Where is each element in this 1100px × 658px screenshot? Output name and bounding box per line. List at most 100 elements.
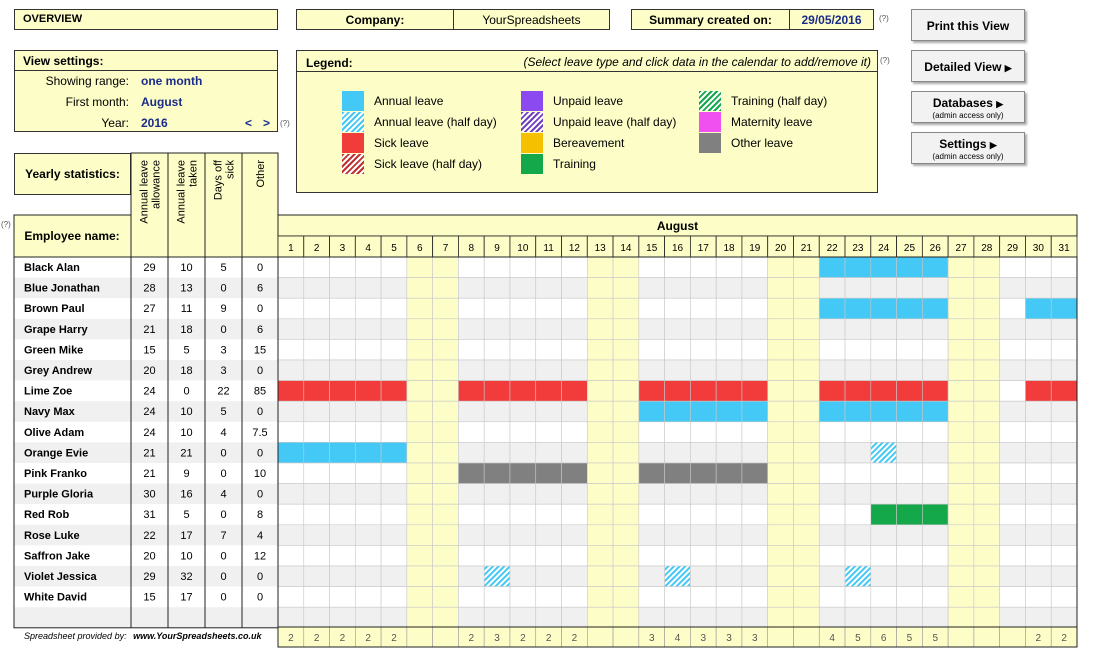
calendar-day-cell[interactable] bbox=[767, 483, 794, 505]
calendar-day-cell[interactable] bbox=[1050, 503, 1078, 526]
calendar-day-cell[interactable] bbox=[638, 524, 665, 546]
calendar-day-cell[interactable] bbox=[561, 545, 588, 567]
calendar-day-cell[interactable] bbox=[715, 462, 743, 484]
calendar-day-cell[interactable] bbox=[483, 380, 511, 402]
calendar-day-cell[interactable] bbox=[380, 462, 408, 484]
calendar-day-cell[interactable] bbox=[741, 421, 769, 443]
calendar-day-cell[interactable] bbox=[406, 339, 433, 361]
calendar-day-cell[interactable] bbox=[277, 483, 305, 505]
calendar-day-cell[interactable] bbox=[380, 606, 408, 629]
legend-swatch-annual-leave[interactable] bbox=[342, 91, 364, 111]
calendar-day-cell[interactable] bbox=[664, 421, 691, 443]
calendar-day-cell[interactable] bbox=[947, 380, 975, 402]
calendar-day-cell[interactable] bbox=[896, 606, 923, 629]
calendar-day-cell[interactable] bbox=[844, 256, 872, 278]
calendar-day-cell[interactable] bbox=[741, 400, 769, 423]
calendar-day-cell[interactable] bbox=[947, 256, 975, 278]
calendar-day-cell[interactable] bbox=[638, 421, 665, 443]
calendar-day-cell[interactable] bbox=[741, 256, 769, 278]
calendar-day-cell[interactable] bbox=[535, 256, 562, 278]
calendar-day-cell[interactable] bbox=[458, 483, 485, 505]
calendar-day-cell[interactable] bbox=[1025, 400, 1052, 423]
calendar-day-cell[interactable] bbox=[690, 606, 717, 629]
calendar-day-cell[interactable] bbox=[741, 359, 769, 381]
calendar-day-cell[interactable] bbox=[715, 277, 743, 299]
calendar-day-cell[interactable] bbox=[638, 400, 665, 423]
calendar-day-cell[interactable] bbox=[999, 586, 1026, 608]
calendar-day-cell[interactable] bbox=[1050, 421, 1078, 443]
calendar-day-cell[interactable] bbox=[1050, 380, 1078, 402]
calendar-day-cell[interactable] bbox=[432, 462, 459, 484]
calendar-day-cell[interactable] bbox=[1025, 565, 1052, 587]
calendar-day-cell[interactable] bbox=[535, 400, 562, 423]
calendar-day-cell[interactable] bbox=[793, 606, 820, 629]
calendar-day-cell[interactable] bbox=[767, 421, 794, 443]
calendar-day-cell[interactable] bbox=[690, 565, 717, 587]
calendar-day-cell[interactable] bbox=[458, 462, 485, 484]
calendar-day-cell[interactable] bbox=[818, 297, 846, 320]
calendar-day-cell[interactable] bbox=[715, 380, 743, 402]
calendar-day-cell[interactable] bbox=[638, 545, 665, 567]
calendar-day-cell[interactable] bbox=[793, 524, 820, 546]
calendar-day-cell[interactable] bbox=[896, 359, 923, 381]
calendar-day-cell[interactable] bbox=[406, 380, 433, 402]
calendar-day-cell[interactable] bbox=[483, 318, 511, 340]
calendar-day-cell[interactable] bbox=[612, 256, 640, 278]
calendar-day-cell[interactable] bbox=[947, 318, 975, 340]
employee-name[interactable]: Red Rob bbox=[24, 509, 70, 521]
calendar-day-cell[interactable] bbox=[277, 318, 305, 340]
calendar-day-cell[interactable] bbox=[303, 503, 330, 526]
employee-name[interactable]: Rose Luke bbox=[24, 530, 80, 542]
calendar-day-cell[interactable] bbox=[355, 545, 382, 567]
calendar-day-cell[interactable] bbox=[277, 545, 305, 567]
calendar-day-cell[interactable] bbox=[1025, 503, 1052, 526]
calendar-day-cell[interactable] bbox=[973, 256, 1000, 278]
calendar-day-cell[interactable] bbox=[612, 318, 640, 340]
calendar-day-cell[interactable] bbox=[896, 318, 923, 340]
calendar-day-cell[interactable] bbox=[432, 442, 459, 464]
calendar-day-cell[interactable] bbox=[793, 359, 820, 381]
calendar-day-cell[interactable] bbox=[303, 442, 330, 464]
calendar-day-cell[interactable] bbox=[329, 565, 356, 587]
calendar-day-cell[interactable] bbox=[277, 565, 305, 587]
calendar-day-cell[interactable] bbox=[664, 339, 691, 361]
calendar-day-cell[interactable] bbox=[329, 586, 356, 608]
calendar-day-cell[interactable] bbox=[922, 524, 949, 546]
calendar-day-cell[interactable] bbox=[947, 359, 975, 381]
calendar-day-cell[interactable] bbox=[561, 297, 588, 320]
employee-name[interactable]: Violet Jessica bbox=[24, 571, 97, 583]
calendar-day-cell[interactable] bbox=[458, 339, 485, 361]
calendar-day-cell[interactable] bbox=[458, 442, 485, 464]
calendar-day-cell[interactable] bbox=[612, 524, 640, 546]
calendar-day-cell[interactable] bbox=[535, 545, 562, 567]
employee-name[interactable]: Grey Andrew bbox=[24, 365, 93, 377]
calendar-day-cell[interactable] bbox=[870, 483, 897, 505]
calendar-day-cell[interactable] bbox=[664, 483, 691, 505]
calendar-day-cell[interactable] bbox=[922, 318, 949, 340]
calendar-day-cell[interactable] bbox=[870, 277, 897, 299]
calendar-day-cell[interactable] bbox=[638, 565, 665, 587]
calendar-day-cell[interactable] bbox=[818, 442, 846, 464]
calendar-day-cell[interactable] bbox=[329, 606, 356, 629]
calendar-day-cell[interactable] bbox=[1025, 359, 1052, 381]
calendar-day-cell[interactable] bbox=[612, 545, 640, 567]
calendar-day-cell[interactable] bbox=[793, 421, 820, 443]
calendar-day-cell[interactable] bbox=[715, 297, 743, 320]
calendar-day-cell[interactable] bbox=[483, 606, 511, 629]
calendar-day-cell[interactable] bbox=[818, 503, 846, 526]
calendar-day-cell[interactable] bbox=[818, 339, 846, 361]
calendar-day-cell[interactable] bbox=[741, 297, 769, 320]
calendar-day-cell[interactable] bbox=[380, 380, 408, 402]
legend-label-unpaid-leave[interactable]: Unpaid leave bbox=[553, 94, 624, 108]
calendar-day-cell[interactable] bbox=[715, 503, 743, 526]
calendar-day-cell[interactable] bbox=[483, 421, 511, 443]
calendar-day-cell[interactable] bbox=[612, 359, 640, 381]
calendar-day-cell[interactable] bbox=[818, 359, 846, 381]
calendar-day-cell[interactable] bbox=[1025, 256, 1052, 278]
calendar-day-cell[interactable] bbox=[1025, 545, 1052, 567]
website-link[interactable]: www.YourSpreadsheets.co.uk bbox=[133, 631, 262, 641]
calendar-day-cell[interactable] bbox=[999, 318, 1026, 340]
calendar-day-cell[interactable] bbox=[793, 462, 820, 484]
calendar-day-cell[interactable] bbox=[767, 545, 794, 567]
calendar-day-cell[interactable] bbox=[586, 400, 614, 423]
